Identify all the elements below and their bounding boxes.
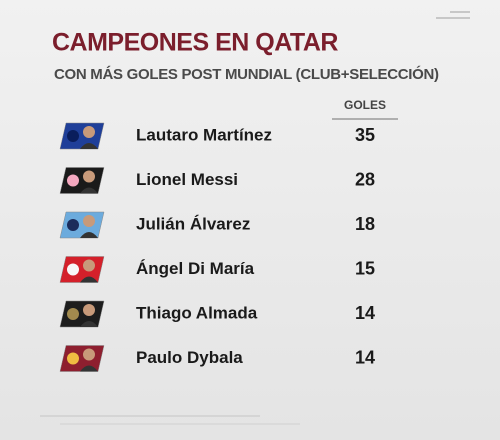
club-badge [59,167,105,194]
club-crest [67,352,79,365]
player-name: Ángel Di María [136,259,255,278]
subtitle: CON MÁS GOLES POST MUNDIAL (CLUB+SELECCI… [54,65,439,83]
player-name: Thiago Almada [136,303,258,322]
row: Thiago Almada 14 [59,300,375,328]
player-body [80,232,98,238]
player-head [83,215,95,227]
player-name: Lionel Messi [136,170,238,189]
player-head [83,259,95,272]
player-body [80,143,98,149]
goals: 28 [355,169,375,189]
club-badge [59,122,105,150]
club-crest [67,263,79,276]
player-head [83,170,95,183]
row: Lautaro Martínez 35 [59,122,375,150]
club-badge [59,345,105,372]
rows: Lautaro Martínez 35 Lionel Messi 28 Julián Á… [59,122,375,372]
player-head [83,348,95,361]
player-head [83,304,95,316]
decoration [40,11,470,425]
goals: 14 [355,347,375,367]
row: Julián Álvarez 18 [59,211,375,239]
player-head [83,126,95,138]
club-badge [59,211,105,239]
club-crest [67,130,79,142]
goals: 35 [355,125,375,145]
club-badge [59,300,105,328]
player-body [80,321,98,327]
club-crest [67,174,79,187]
player-name: Julián Álvarez [136,214,250,233]
club-crest [67,219,79,231]
row: Lionel Messi 28 [59,167,375,194]
title: CAMPEONES EN QATAR [52,29,338,57]
row: Paulo Dybala 14 [59,345,375,372]
player-body [80,365,98,372]
player-body [80,276,98,283]
club-crest [67,308,79,320]
club-badge [59,256,105,283]
row: Ángel Di María 15 [59,256,375,283]
player-name: Lautaro Martínez [136,125,272,144]
goals: 18 [355,214,375,234]
goals: 14 [355,303,375,323]
goals: 15 [355,258,375,278]
player-body [80,187,98,194]
player-name: Paulo Dybala [136,348,243,367]
column-header: GOLES [344,98,386,112]
